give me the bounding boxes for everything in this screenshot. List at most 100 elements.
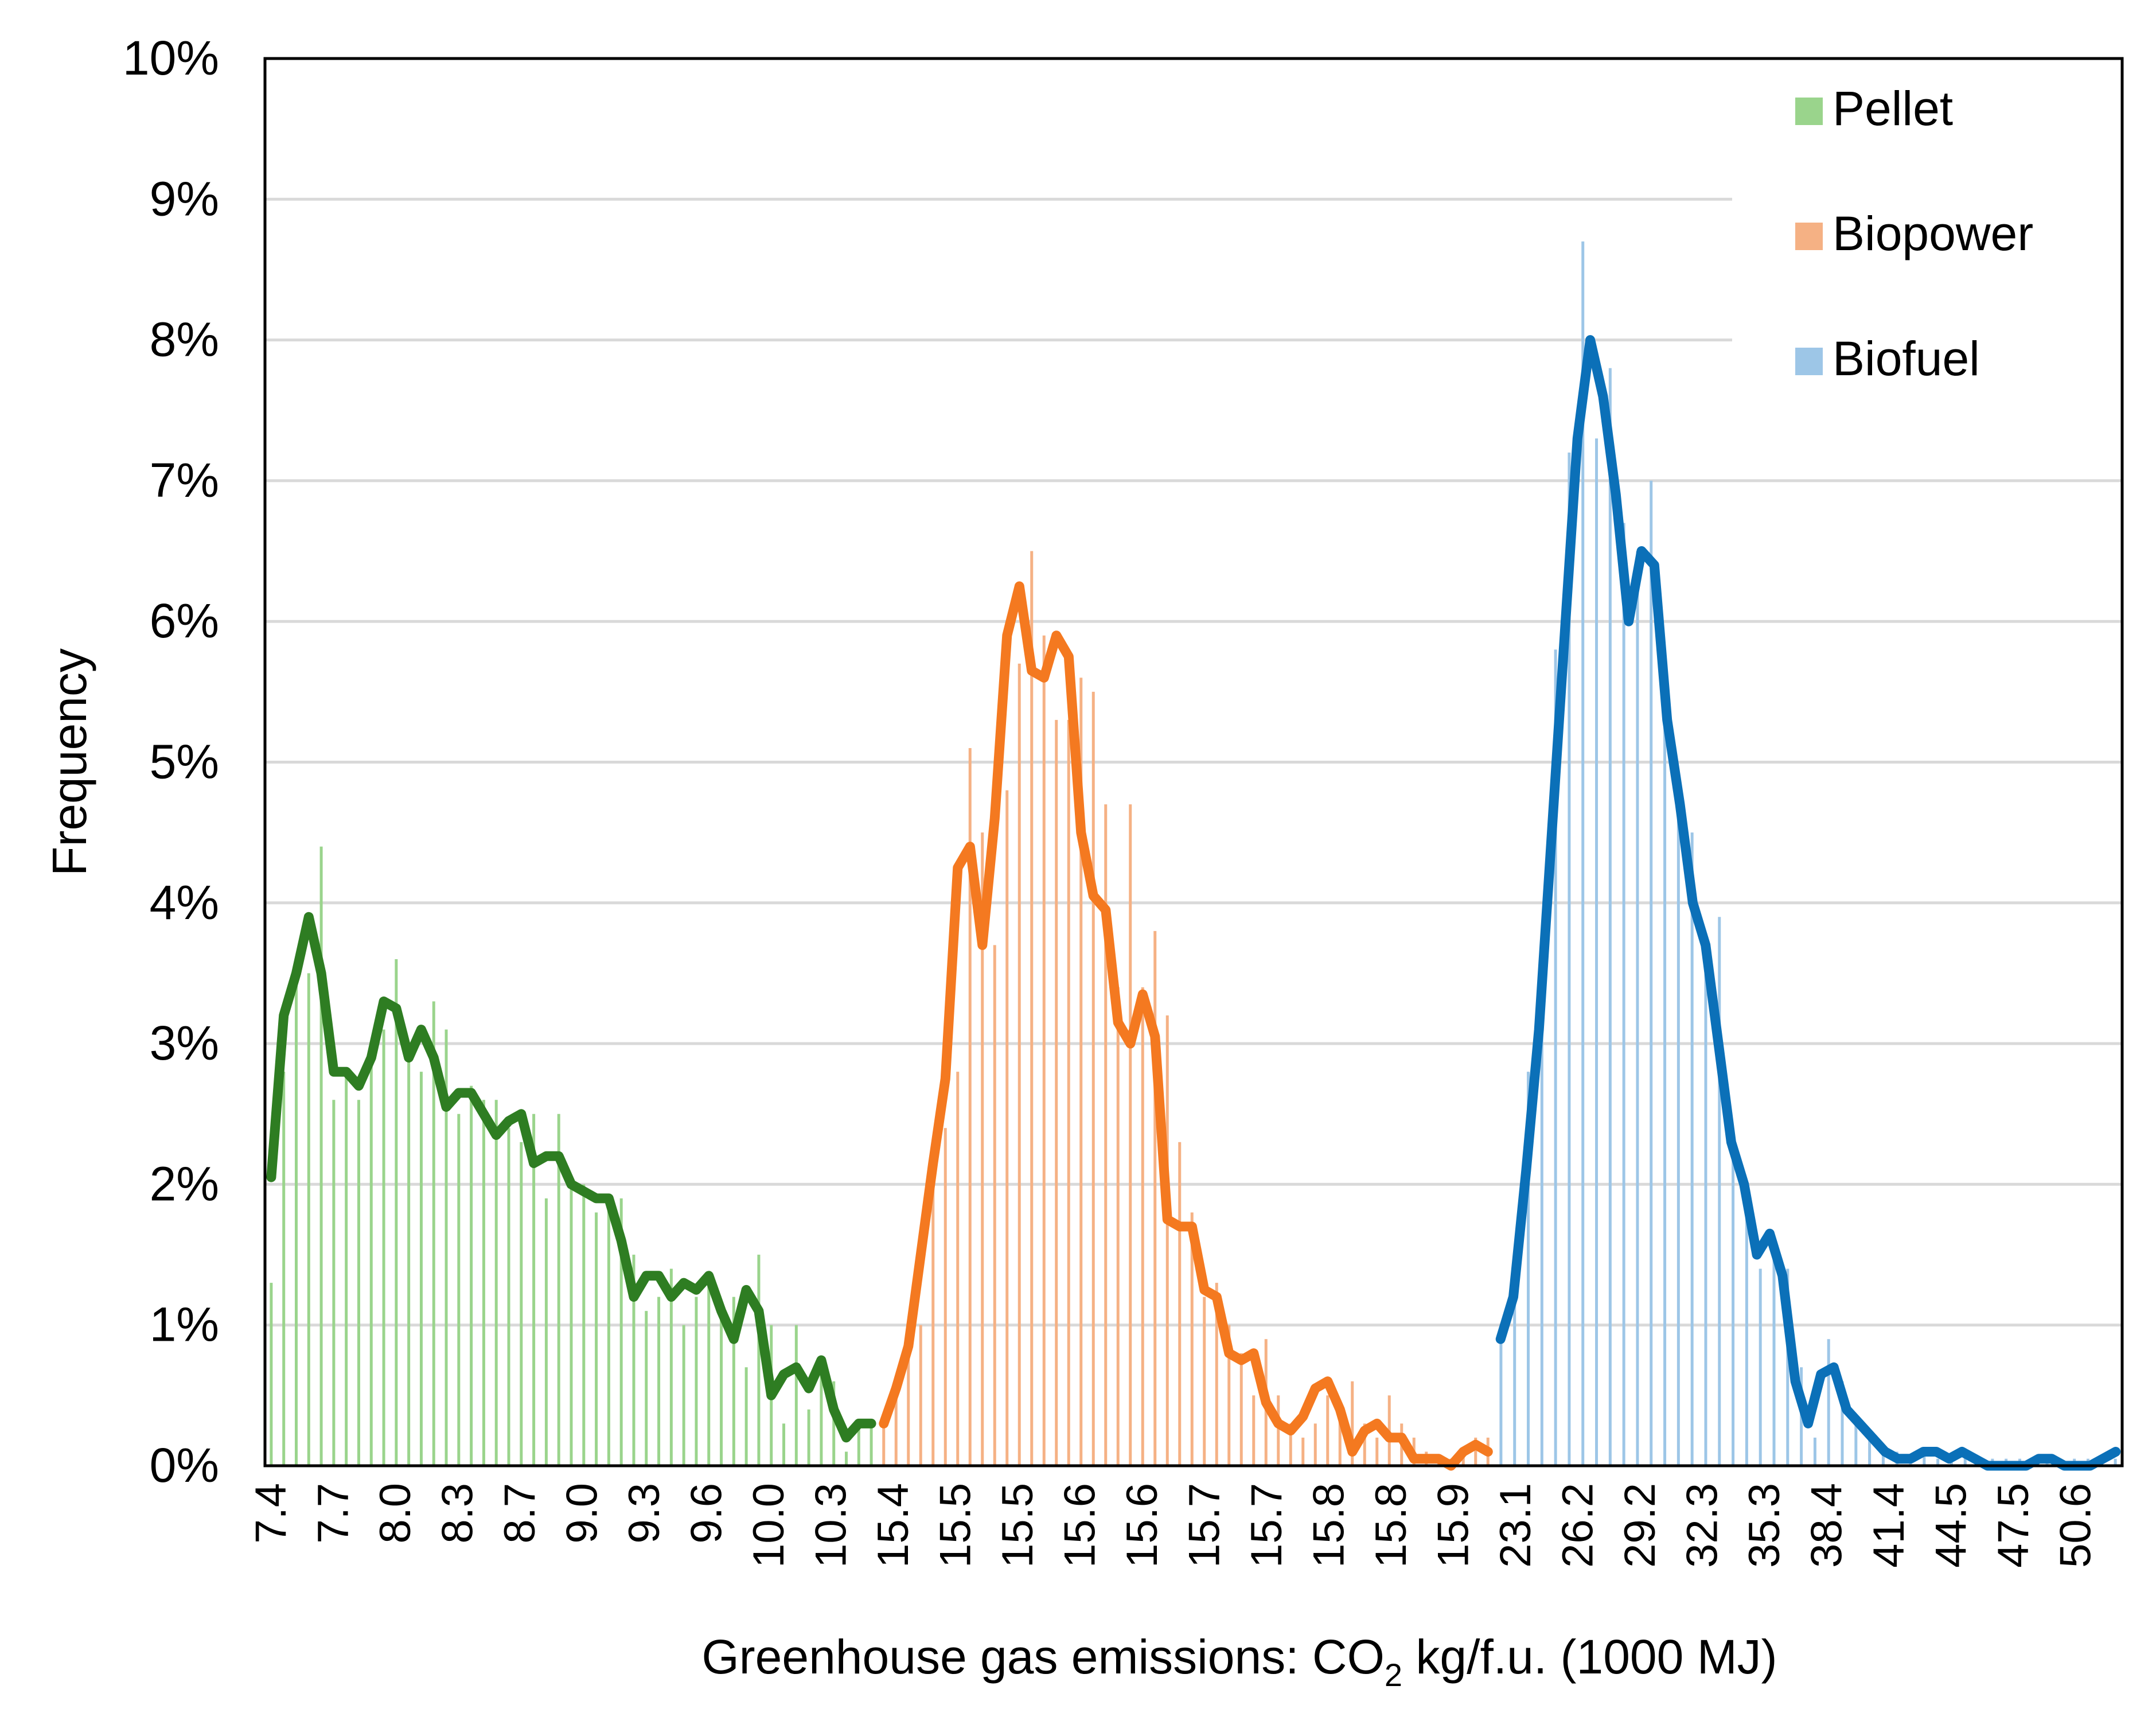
y-tick-label: 5% [150, 735, 219, 789]
histogram-bar [395, 959, 398, 1466]
histogram-bar [1116, 987, 1120, 1466]
histogram-bar [1841, 1381, 1844, 1466]
histogram-bar [744, 1367, 748, 1466]
histogram-bar [1042, 635, 1046, 1466]
histogram-bar [695, 1297, 698, 1466]
x-tick-label: 15.4 [869, 1483, 918, 1568]
x-tick-label: 15.6 [1056, 1483, 1105, 1568]
histogram-bar [794, 1325, 798, 1466]
histogram-bar [445, 1029, 448, 1466]
histogram-bar [931, 1170, 935, 1466]
histogram-bar [1499, 1325, 1503, 1466]
histogram-bar [1005, 790, 1009, 1466]
histogram-bar [919, 1325, 922, 1466]
x-tick-label: 7.7 [309, 1483, 358, 1544]
histogram-bar [1017, 663, 1021, 1466]
histogram-bar [857, 1423, 860, 1466]
histogram-bar [307, 973, 310, 1466]
x-tick-label: 15.8 [1367, 1483, 1416, 1568]
x-axis-title-subscript: 2 [1385, 1657, 1402, 1693]
histogram-bar [1772, 1255, 1776, 1466]
histogram-bar [607, 1198, 610, 1466]
histogram-bar [1786, 1268, 1789, 1466]
histogram-bar [1289, 1423, 1292, 1466]
histogram-bar [1351, 1381, 1354, 1466]
x-tick-label: 10.3 [807, 1483, 856, 1568]
histogram-bar [1718, 917, 1721, 1466]
histogram-bar [1313, 1423, 1317, 1466]
y-tick-label: 3% [150, 1016, 219, 1070]
histogram-bar [1203, 1297, 1206, 1466]
histogram-bar [1326, 1395, 1330, 1466]
histogram-bar [494, 1100, 498, 1466]
y-axis-title: Frequency [42, 648, 96, 876]
histogram-bar [1474, 1437, 1477, 1466]
histogram-bar [1636, 551, 1639, 1466]
legend: Pellet Biopower Biofuel [1795, 81, 2033, 386]
histogram-bar [294, 959, 298, 1466]
histogram-bar [1704, 973, 1707, 1466]
x-tick-label: 23.1 [1491, 1483, 1540, 1568]
histogram-bar [532, 1114, 536, 1466]
histogram-bar [1252, 1395, 1256, 1466]
histogram-bar [1663, 649, 1667, 1466]
histogram-bar [1079, 678, 1083, 1466]
histogram-bar [807, 1409, 810, 1466]
x-tick-label: 8.7 [496, 1483, 544, 1544]
x-tick-label: 29.2 [1616, 1483, 1664, 1568]
x-axis-title: Greenhouse gas emissions: CO2 kg/f.u. (1… [701, 1630, 1777, 1693]
histogram-bar [1923, 1451, 1926, 1466]
histogram-bar [1608, 368, 1612, 1466]
histogram-bar [1554, 649, 1557, 1466]
histogram-bar [882, 1423, 886, 1466]
histogram-bar [1030, 551, 1034, 1466]
histogram-bar [482, 1100, 485, 1466]
x-tick-label: 15.7 [1180, 1483, 1229, 1568]
x-tick-label: 15.6 [1118, 1483, 1167, 1568]
histogram-bar [382, 1029, 385, 1466]
y-tick-label: 10% [123, 31, 219, 85]
legend-swatch [1795, 98, 1823, 125]
x-tick-label: 9.3 [620, 1483, 669, 1544]
x-tick-label: 15.5 [993, 1483, 1042, 1568]
x-tick-label: 38.4 [1803, 1483, 1851, 1568]
histogram-bar [907, 1353, 910, 1466]
x-axis-title-main: Greenhouse gas emissions: CO [701, 1630, 1385, 1684]
histogram-bar [1622, 523, 1625, 1466]
x-tick-label: 15.8 [1305, 1483, 1354, 1568]
histogram-bar [332, 1100, 336, 1466]
histogram-bar [682, 1325, 685, 1466]
histogram-bar [457, 1114, 461, 1466]
histogram-bar [1055, 719, 1058, 1466]
histogram-bar [319, 846, 323, 1466]
histogram-bar [720, 1311, 723, 1466]
histogram-bar [1881, 1451, 1885, 1466]
histogram-bar [595, 1212, 598, 1466]
x-tick-label: 9.6 [683, 1483, 731, 1544]
histogram-bar [1104, 804, 1108, 1466]
x-tick-label: 41.4 [1865, 1483, 1913, 1568]
plot-frame [263, 57, 2124, 1467]
x-tick-label: 32.3 [1678, 1483, 1727, 1568]
x-tick-label: 50.6 [2052, 1483, 2100, 1568]
x-tick-label: 15.7 [1242, 1483, 1291, 1568]
histogram-bar [1277, 1395, 1280, 1466]
histogram-bar [1868, 1437, 1872, 1466]
series-line [879, 581, 1493, 1471]
legend-swatch [1795, 348, 1823, 375]
y-tick-label: 4% [150, 875, 219, 929]
histogram-bar [1745, 1198, 1748, 1466]
histogram-bar [270, 1283, 273, 1466]
histogram-bar [1936, 1458, 1940, 1466]
x-tick-label: 8.0 [371, 1483, 420, 1544]
histogram-bar [1067, 719, 1070, 1466]
histogram-bar [544, 1198, 548, 1466]
y-tick-label: 9% [150, 172, 219, 225]
histogram-bar [1527, 1072, 1530, 1466]
histogram-bar [657, 1297, 661, 1466]
histogram-bar [369, 1057, 373, 1466]
x-axis-title-rest: kg/f.u. (1000 MJ) [1402, 1630, 1777, 1684]
histogram-bar [1568, 452, 1571, 1466]
legend-label: Biofuel [1833, 332, 1980, 386]
